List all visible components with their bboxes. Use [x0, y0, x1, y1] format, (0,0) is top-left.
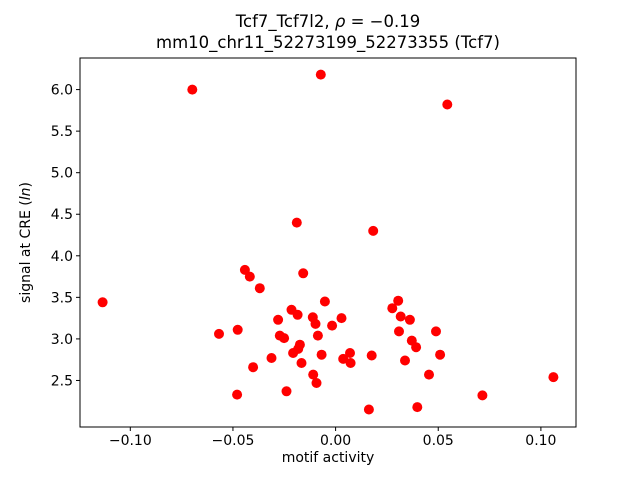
data-point: [345, 358, 356, 368]
data-point: [387, 303, 398, 314]
data-point: [338, 353, 349, 364]
data-point: [394, 326, 404, 337]
data-point: [411, 342, 422, 353]
data-point: [214, 328, 224, 339]
data-point: [311, 378, 322, 388]
x-tick-label: 0.00: [320, 433, 351, 449]
data-point: [435, 349, 446, 360]
data-point: [97, 297, 108, 308]
data-point: [404, 314, 415, 325]
data-point: [266, 353, 277, 363]
data-point: [431, 326, 441, 337]
data-point: [424, 369, 434, 380]
y-axis-label: signal at CRE (ln): [18, 182, 34, 303]
data-point: [548, 372, 559, 383]
y-tick-label: 4.5: [51, 207, 73, 223]
data-point: [315, 69, 326, 80]
y-tick-label: 5.5: [51, 124, 73, 140]
x-tick-label: 0.05: [423, 433, 454, 449]
data-points: [97, 69, 559, 415]
y-tick-label: 4.0: [51, 249, 73, 265]
data-point: [400, 355, 410, 366]
data-point: [363, 404, 374, 415]
data-point: [316, 349, 327, 360]
x-axis-ticks: −0.10 −0.05 0.00 0.05 0.10: [109, 427, 556, 449]
data-point: [368, 225, 379, 236]
data-point: [281, 386, 292, 397]
chart-subtitle: mm10_chr11_52273199_52273355 (Tcf7): [156, 33, 500, 53]
x-axis-label: motif activity: [282, 450, 375, 466]
data-point: [273, 314, 284, 325]
y-tick-label: 6.0: [51, 83, 73, 99]
x-tick-label: −0.05: [211, 433, 254, 449]
data-point: [336, 313, 347, 324]
data-point: [327, 320, 338, 331]
y-tick-label: 3.5: [51, 290, 73, 306]
data-point: [292, 309, 303, 320]
y-axis-ticks: 2.5 3.0 3.5 4.0 4.5 5.0 5.5 6.0: [51, 83, 80, 389]
data-point: [296, 358, 307, 368]
data-point: [412, 402, 423, 413]
data-point: [279, 333, 290, 344]
data-point: [319, 296, 330, 307]
x-tick-label: 0.10: [525, 433, 556, 449]
data-point: [254, 283, 265, 294]
data-point: [293, 343, 304, 354]
data-point: [393, 295, 404, 306]
data-point: [310, 318, 321, 329]
data-point: [187, 84, 198, 95]
data-point: [248, 362, 259, 373]
data-point: [477, 390, 488, 401]
data-point: [298, 268, 309, 279]
plot-border: [79, 57, 577, 428]
data-point: [366, 350, 377, 361]
data-point: [232, 389, 243, 400]
y-tick-label: 5.0: [51, 166, 73, 182]
data-point: [308, 369, 319, 380]
data-point: [395, 311, 406, 322]
y-tick-label: 2.5: [51, 373, 73, 389]
data-point: [312, 330, 323, 341]
data-point: [291, 217, 302, 228]
data-point: [442, 99, 453, 110]
x-tick-label: −0.10: [109, 433, 152, 449]
chart-title: Tcf7_Tcf7l2, ρ = −0.19: [235, 12, 421, 32]
data-point: [232, 324, 243, 335]
data-point: [345, 348, 355, 358]
data-point: [244, 271, 255, 282]
y-tick-label: 3.0: [51, 332, 73, 348]
